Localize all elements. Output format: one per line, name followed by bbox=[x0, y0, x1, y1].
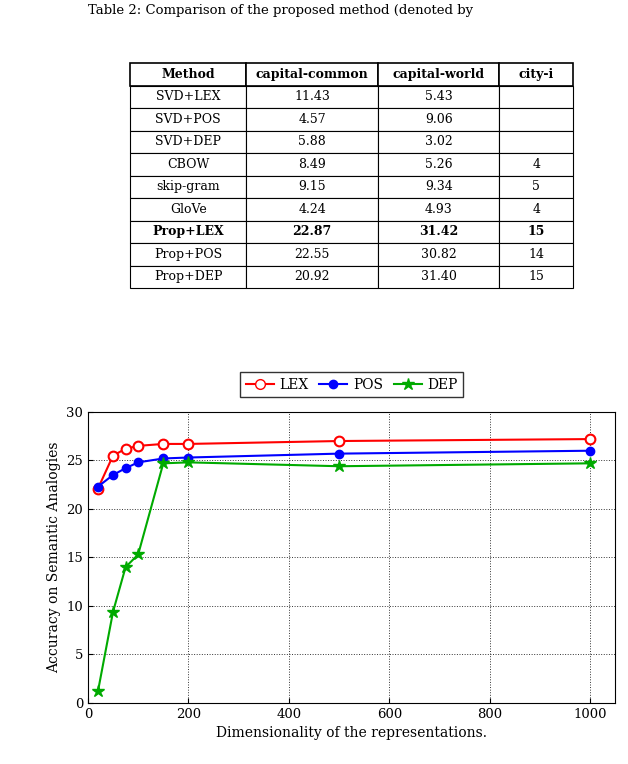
Legend: LEX, POS, DEP: LEX, POS, DEP bbox=[240, 372, 463, 397]
Y-axis label: Accuracy on Semantic Analogies: Accuracy on Semantic Analogies bbox=[46, 442, 61, 673]
Text: Table 2: Comparison of the proposed method (denoted by: Table 2: Comparison of the proposed meth… bbox=[88, 4, 473, 17]
X-axis label: Dimensionality of the representations.: Dimensionality of the representations. bbox=[216, 727, 487, 740]
